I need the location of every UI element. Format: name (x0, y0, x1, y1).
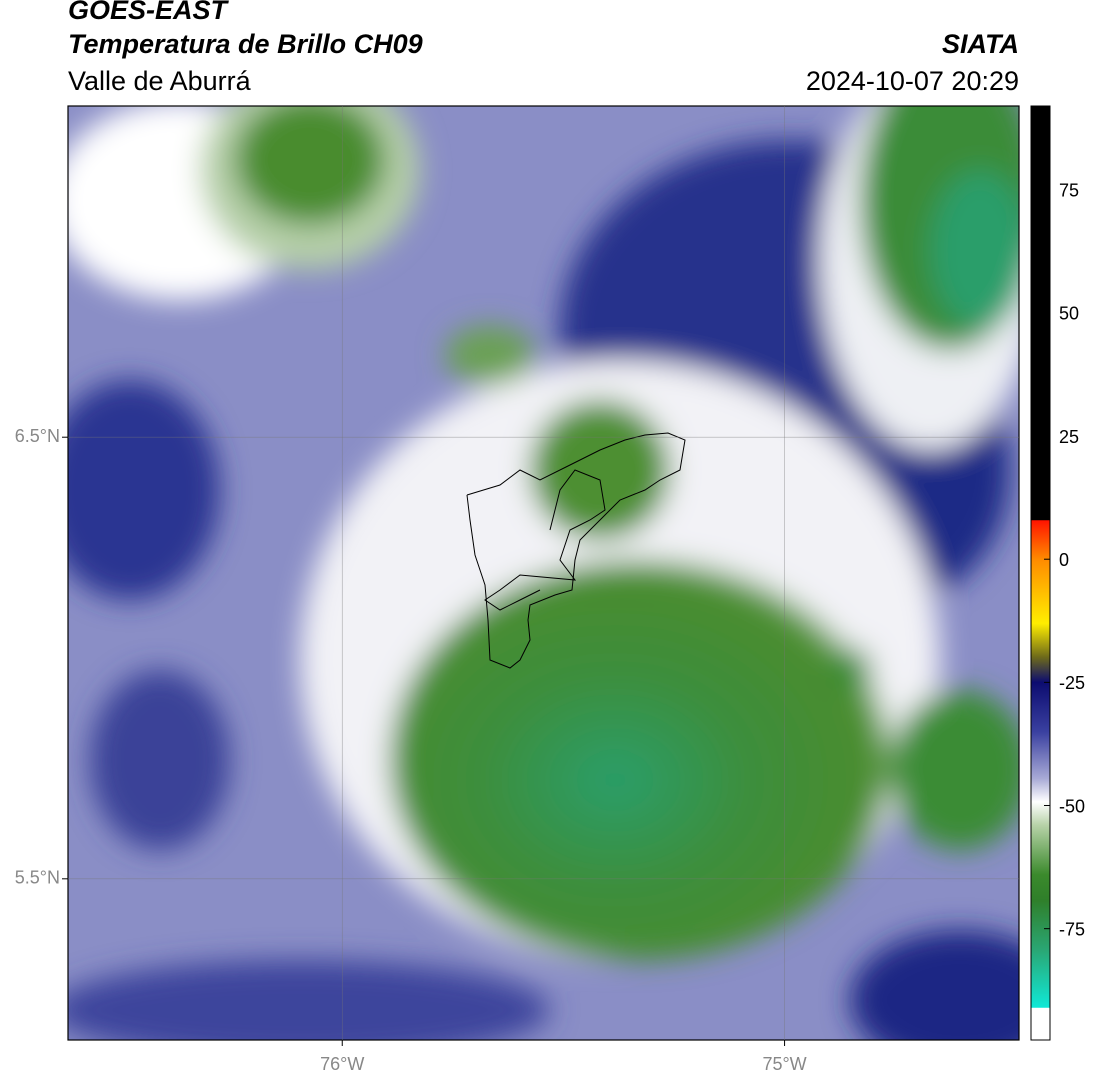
y-tick-label: 5.5°N (15, 868, 60, 888)
title: GOES-EAST (68, 0, 230, 25)
y-tick-label: 6.5°N (15, 426, 60, 446)
x-tick-label: 75°W (762, 1054, 806, 1074)
colorbar-tick-label: 25 (1059, 427, 1079, 447)
colorbar-tick-label: -50 (1059, 796, 1085, 816)
colorbar-tick-label: 0 (1059, 550, 1069, 570)
region: Valle de Aburrá (68, 66, 252, 96)
timestamp: 2024-10-07 20:29 (806, 66, 1019, 96)
colorbar-tick-label: -25 (1059, 673, 1085, 693)
subtitle: Temperatura de Brillo CH09 (68, 29, 423, 59)
map-frame (67, 105, 1020, 1041)
colorbar (1030, 105, 1051, 1041)
colorbar-tick-label: 50 (1059, 304, 1079, 324)
x-tick-label: 76°W (320, 1054, 364, 1074)
colorbar-tick-label: -75 (1059, 919, 1085, 939)
satellite-image (68, 106, 1019, 1040)
colorbar-tick-label: 75 (1059, 180, 1079, 200)
source: SIATA (942, 29, 1019, 59)
